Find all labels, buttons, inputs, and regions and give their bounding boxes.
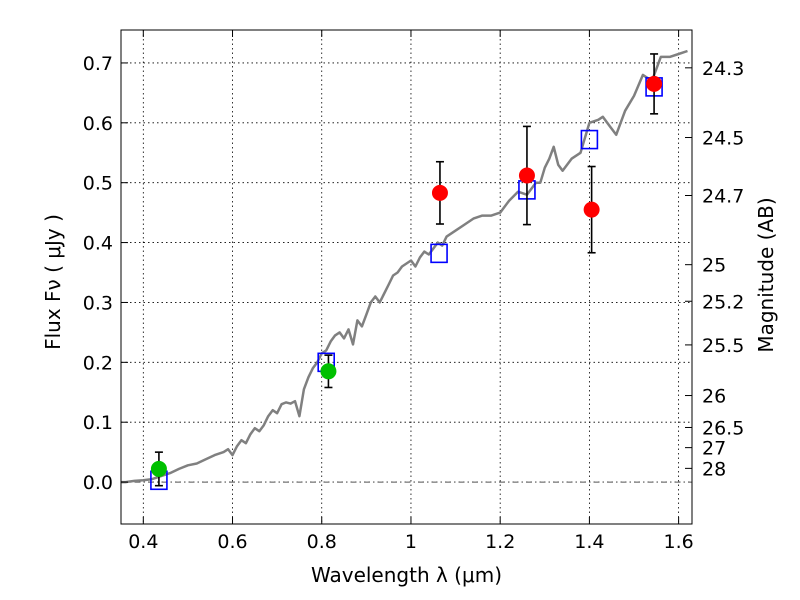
observed-flux-marker	[431, 184, 448, 201]
x-tick-label: 1.4	[574, 531, 604, 553]
observed-flux-marker	[320, 363, 337, 380]
right-tick-label: 27	[702, 438, 726, 460]
x-axis-ticks: 0.4 0.6 0.8 1 1.2 1.4 1.6	[128, 30, 694, 553]
right-tick-label: 24.7	[702, 185, 744, 207]
x-tick-label: 0.4	[128, 531, 158, 553]
y-tick-label: 0.7	[83, 53, 113, 75]
right-tick-label: 24.5	[702, 128, 744, 150]
y-axis-label: Flux Fν ( μJy )	[41, 214, 65, 350]
observed-flux-marker	[150, 460, 167, 477]
x-tick-label: 0.8	[307, 531, 337, 553]
x-tick-label: 0.6	[217, 531, 247, 553]
right-tick-label: 26.5	[702, 417, 744, 439]
y-tick-label: 0.2	[83, 352, 113, 374]
right-tick-label: 28	[702, 458, 726, 480]
plot-frame	[120, 29, 693, 525]
data-series	[121, 49, 688, 491]
grid-lines	[121, 30, 692, 524]
right-tick-label: 25	[702, 255, 726, 277]
y-tick-label: 0.4	[83, 233, 113, 255]
right-tick-label: 25.5	[702, 335, 744, 357]
model-photometry-marker	[430, 243, 448, 264]
x-tick-label: 1.2	[485, 531, 515, 553]
right-tick-label: 25.2	[702, 291, 744, 313]
right-tick-label: 24.3	[702, 58, 744, 80]
observed-flux-marker	[583, 201, 600, 218]
y-tick-label: 0.6	[83, 113, 113, 135]
y-tick-label: 0.1	[83, 412, 113, 434]
right-y-axis-label: Magnitude (AB)	[754, 197, 778, 352]
model-photometry-marker	[580, 129, 599, 150]
x-tick-label: 1	[405, 531, 417, 553]
y-tick-label: 0.0	[83, 472, 113, 494]
model-spectrum-line	[121, 49, 688, 484]
observed-flux-marker	[646, 75, 663, 92]
y-tick-label: 0.3	[83, 292, 113, 314]
x-tick-label: 1.6	[664, 531, 694, 553]
y-tick-label: 0.5	[83, 173, 113, 195]
y-axis-ticks: 0.0 0.1 0.2 0.3 0.4 0.5 0.6 0.7	[83, 53, 128, 494]
x-axis-label: Wavelength λ (μm)	[311, 563, 502, 587]
observed-flux-marker	[518, 167, 535, 184]
right-tick-label: 26	[702, 386, 726, 408]
